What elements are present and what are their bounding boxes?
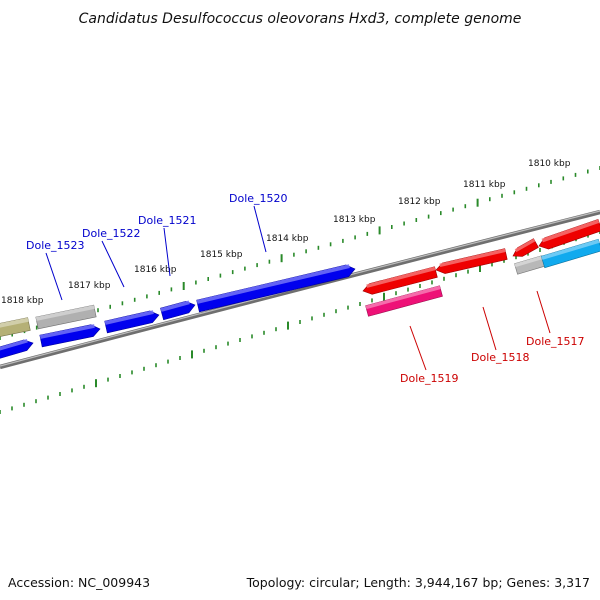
gene-arrow[interactable]	[196, 263, 357, 313]
scale-tick-label: 1810 kbp	[528, 159, 571, 169]
scale-tick-label: 1814 kbp	[266, 234, 309, 244]
gene-arrow-highlight	[541, 219, 600, 243]
gene-arrow[interactable]	[537, 218, 600, 251]
gene-arrow[interactable]	[365, 285, 443, 317]
gene-arrow[interactable]	[160, 299, 196, 321]
gene-arrow[interactable]	[435, 248, 508, 276]
gene-label-reverse: Dole_1518	[471, 351, 530, 364]
scale-tick-label: 1815 kbp	[200, 250, 243, 260]
gene-arrow-highlight	[514, 255, 543, 268]
genome-summary: Topology: circular; Length: 3,944,167 bp…	[246, 575, 590, 590]
gene-arrow-highlight	[366, 266, 436, 288]
gene-label-forward: Dole_1521	[138, 214, 197, 227]
gene-arrow[interactable]	[0, 317, 31, 338]
gene-arrow-highlight	[541, 239, 600, 260]
gene-arrow[interactable]	[362, 266, 438, 297]
gene-label-forward: Dole_1520	[229, 192, 288, 205]
gene-label-leader	[536, 290, 551, 334]
gene-arrow-highlight	[160, 300, 190, 312]
scale-tick-label: 1813 kbp	[333, 215, 376, 225]
scale-ticks-bottom	[0, 230, 600, 414]
gene-arrow-highlight	[514, 238, 536, 253]
scale-tick-label: 1818 kbp	[1, 296, 44, 306]
gene-arrow-highlight	[104, 310, 154, 325]
backbone-outer-line	[0, 209, 600, 370]
map-title: Candidatus Desulfococcus oleovorans Hxd3…	[79, 11, 522, 27]
gene-label-leader	[253, 205, 267, 253]
accession-label: Accession: NC_009943	[8, 575, 150, 590]
scale-tick-label: 1812 kbp	[398, 197, 441, 207]
gene-arrow-highlight	[0, 317, 29, 329]
scale-tick-label: 1817 kbp	[68, 281, 111, 291]
scale-tick-label: 1816 kbp	[134, 265, 177, 275]
gene-label-leader	[409, 325, 427, 371]
gene-arrow-highlight	[439, 248, 506, 267]
gene-label-leader	[45, 252, 63, 301]
gene-arrow-highlight	[0, 339, 28, 353]
gene-arrow-highlight	[39, 324, 95, 339]
scale-tick-labels: 1818 kbp 1817 kbp 1816 kbp 1815 kbp 1814 kbp…	[1, 159, 571, 306]
gene-label-leader	[482, 306, 497, 351]
gene-features[interactable]	[0, 218, 600, 360]
gene-arrow-body[interactable]	[196, 263, 357, 313]
gene-label-reverse: Dole_1517	[526, 335, 585, 348]
gene-label-reverse: Dole_1519	[400, 372, 459, 385]
gene-label-forward: Dole_1522	[82, 227, 141, 240]
gene-arrow[interactable]	[0, 338, 35, 360]
gene-arrow[interactable]	[514, 255, 545, 275]
gene-arrow-highlight	[196, 264, 350, 304]
gene-arrow-highlight	[35, 305, 95, 321]
gene-label-leader	[101, 240, 125, 288]
gene-arrow[interactable]	[35, 304, 97, 330]
gene-arrow-highlight	[365, 285, 441, 310]
scale-tick-label: 1811 kbp	[463, 180, 506, 190]
gene-label-leader	[163, 227, 171, 277]
gene-arrow[interactable]	[511, 238, 539, 261]
gene-arrow[interactable]	[39, 323, 101, 348]
gene-arrow[interactable]	[104, 309, 161, 334]
gene-arrow[interactable]	[540, 238, 600, 269]
gene-label-forward: Dole_1523	[26, 239, 85, 252]
gene-arrow-body[interactable]	[39, 323, 101, 348]
